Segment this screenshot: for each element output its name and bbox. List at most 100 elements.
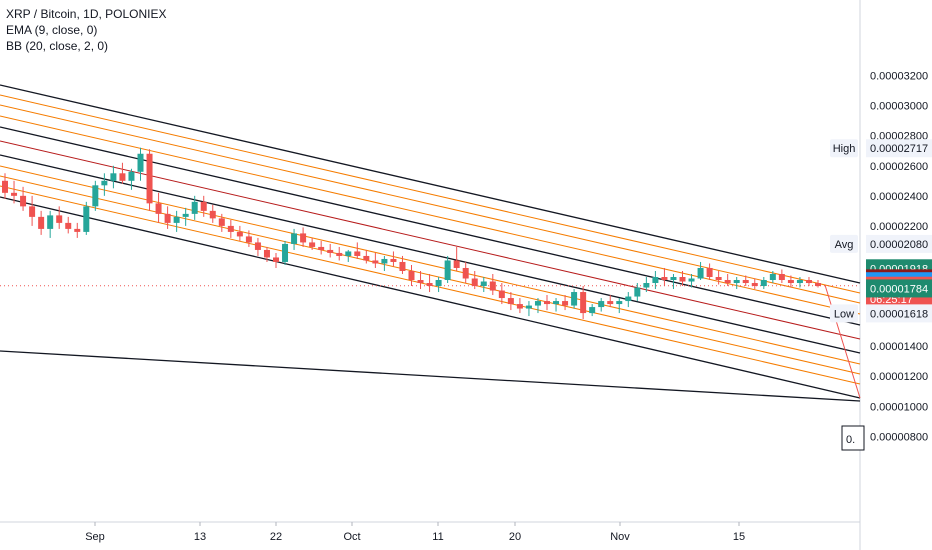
candle-body[interactable] [318, 246, 325, 250]
candle-body[interactable] [643, 283, 650, 288]
candle-body[interactable] [787, 280, 794, 284]
candle-body[interactable] [706, 267, 713, 278]
candle-body[interactable] [20, 195, 27, 207]
candle-body[interactable] [309, 242, 316, 247]
candle-body[interactable] [417, 280, 424, 284]
candle-body[interactable] [607, 301, 614, 305]
candle-body[interactable] [516, 304, 523, 309]
candle-body[interactable] [101, 180, 108, 186]
candle-body[interactable] [254, 242, 261, 250]
candle-body[interactable] [218, 218, 225, 226]
candle-body[interactable] [444, 260, 451, 281]
candle-body[interactable] [661, 277, 668, 281]
candle-body[interactable] [715, 277, 722, 281]
candle-body[interactable] [688, 278, 695, 282]
candle-body[interactable] [273, 257, 279, 262]
candle-body[interactable] [119, 173, 126, 181]
candle-body[interactable] [390, 258, 397, 262]
candle-body[interactable] [354, 251, 361, 256]
candle-body[interactable] [525, 305, 532, 309]
candle-body[interactable] [137, 153, 144, 172]
candle-body[interactable] [652, 277, 659, 284]
candle-body[interactable] [489, 281, 496, 291]
candle-body[interactable] [38, 216, 45, 229]
candle-body[interactable] [724, 280, 731, 284]
fib-line[interactable] [0, 115, 861, 315]
candle-body[interactable] [56, 215, 63, 223]
projection-line[interactable] [824, 284, 861, 399]
candle-body[interactable] [291, 233, 298, 244]
candle-body[interactable] [2, 180, 8, 193]
candle-body[interactable] [679, 277, 686, 282]
candle-body[interactable] [191, 201, 198, 214]
fib-line[interactable] [0, 94, 861, 294]
candle-body[interactable] [634, 287, 641, 297]
fib-line[interactable] [0, 165, 861, 365]
candle-body[interactable] [65, 222, 72, 229]
candle-body[interactable] [74, 228, 81, 232]
candle-body[interactable] [544, 301, 550, 305]
candle-body[interactable] [110, 173, 117, 181]
candle-body[interactable] [796, 280, 803, 284]
legend-ema[interactable]: EMA (9, close, 0) [6, 23, 98, 37]
candle-body[interactable] [345, 251, 352, 256]
candle-body[interactable] [751, 283, 758, 287]
candle-body[interactable] [616, 301, 623, 305]
candle-body[interactable] [381, 258, 388, 264]
candle-body[interactable] [742, 280, 749, 284]
candle-body[interactable] [11, 192, 18, 196]
candle-body[interactable] [507, 298, 514, 305]
long-trendline[interactable] [0, 350, 861, 402]
candle-body[interactable] [263, 249, 270, 258]
candle-body[interactable] [47, 215, 54, 229]
legend-symbol[interactable]: XRP / Bitcoin, 1D, POLONIEX [6, 7, 167, 21]
candle-body[interactable] [471, 278, 478, 287]
candle-body[interactable] [146, 153, 153, 204]
candle-body[interactable] [769, 273, 776, 281]
candle-body[interactable] [245, 236, 252, 243]
candle-body[interactable] [480, 281, 487, 287]
candle-body[interactable] [562, 301, 569, 306]
candle-body[interactable] [598, 301, 605, 308]
candle-body[interactable] [670, 277, 677, 281]
candle-body[interactable] [29, 206, 36, 217]
candle-body[interactable] [83, 206, 90, 232]
candle-body[interactable] [209, 210, 216, 219]
channel-upper[interactable] [0, 84, 861, 284]
candle-body[interactable] [363, 255, 370, 261]
candle-body[interactable] [462, 267, 469, 279]
candle-body[interactable] [164, 213, 171, 223]
candle-body[interactable] [408, 270, 415, 281]
candle-body[interactable] [399, 261, 406, 271]
candle-body[interactable] [182, 213, 189, 217]
candle-body[interactable] [227, 225, 234, 232]
candle-body[interactable] [173, 216, 180, 223]
candle-body[interactable] [580, 292, 587, 314]
candle-body[interactable] [589, 307, 596, 314]
candle-body[interactable] [336, 252, 343, 256]
candle-body[interactable] [498, 290, 505, 299]
legend-bb[interactable]: BB (20, close, 2, 0) [6, 39, 109, 53]
candle-body[interactable] [697, 267, 704, 279]
candle-body[interactable] [733, 280, 740, 284]
candle-body[interactable] [815, 283, 821, 287]
candle-body[interactable] [760, 280, 767, 287]
candle-body[interactable] [282, 243, 289, 262]
candle-body[interactable] [200, 201, 207, 211]
candle-body[interactable] [805, 280, 812, 284]
candle-body[interactable] [571, 292, 578, 306]
candle-body[interactable] [435, 280, 442, 287]
channel-line[interactable] [0, 126, 861, 326]
candle-body[interactable] [92, 185, 99, 207]
candle-body[interactable] [426, 283, 433, 287]
channel-line[interactable] [0, 154, 861, 354]
channel-midline[interactable] [0, 140, 861, 340]
drawing-label-box[interactable] [841, 425, 865, 451]
candle-body[interactable] [778, 273, 785, 281]
candle-body[interactable] [236, 231, 243, 237]
fib-line[interactable] [0, 104, 861, 304]
candle-body[interactable] [155, 203, 162, 214]
candle-body[interactable] [128, 171, 135, 181]
candle-body[interactable] [534, 301, 541, 306]
